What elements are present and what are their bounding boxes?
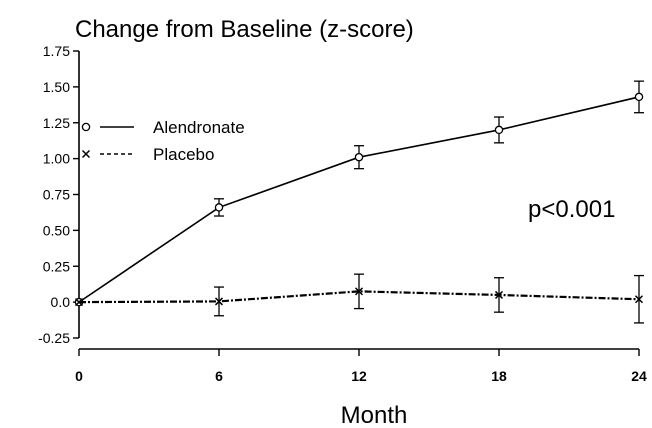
legend-item-alendronate: Alendronate xyxy=(81,118,245,137)
data-point-placebo xyxy=(354,287,364,296)
plot-area xyxy=(74,80,644,324)
y-tick-label: 0.25 xyxy=(43,258,70,274)
x-tick-label: 0 xyxy=(75,368,83,384)
x-tick-label: 6 xyxy=(215,368,223,384)
y-axis: 1.75 1.50 1.25 1.00 0.75 0.50 0.25 0.0 -0.25 xyxy=(38,43,80,346)
y-tick-label: -0.25 xyxy=(38,330,70,346)
x-tick-label: 18 xyxy=(491,368,507,384)
series-alendronate xyxy=(74,80,644,307)
y-tick-label: 0.75 xyxy=(43,187,70,203)
y-tick-label: 0.0 xyxy=(51,294,71,310)
p-value-annotation: p<0.001 xyxy=(528,196,615,223)
data-point-alendronate xyxy=(634,92,644,102)
data-point-alendronate xyxy=(354,152,364,162)
legend-marker xyxy=(81,122,91,132)
y-tick-label: 1.75 xyxy=(43,43,70,59)
data-point-placebo xyxy=(74,298,84,307)
data-point-placebo xyxy=(214,297,224,306)
series-line-placebo xyxy=(78,290,640,304)
data-point-alendronate xyxy=(214,203,224,212)
series-placebo xyxy=(74,273,644,324)
data-point-placebo xyxy=(494,290,504,299)
legend-label: Alendronate xyxy=(153,118,245,137)
data-point-alendronate xyxy=(494,125,504,135)
y-tick-label: 1.00 xyxy=(43,151,70,167)
x-tick-label: 12 xyxy=(351,368,367,384)
x-axis-label: Month xyxy=(341,402,408,428)
legend: Alendronate Placebo xyxy=(81,118,245,164)
legend-item-placebo: Placebo xyxy=(81,145,214,164)
chart-title: Change from Baseline (z-score) xyxy=(75,16,414,43)
x-axis: 0 6 12 18 24 xyxy=(75,348,647,384)
legend-label: Placebo xyxy=(153,145,214,164)
legend-marker xyxy=(81,149,91,159)
data-point-placebo xyxy=(634,295,644,304)
y-tick-label: 1.50 xyxy=(43,79,70,95)
y-tick-label: 1.25 xyxy=(43,115,70,131)
x-tick-label: 24 xyxy=(631,368,647,384)
y-tick-label: 0.50 xyxy=(43,222,70,238)
